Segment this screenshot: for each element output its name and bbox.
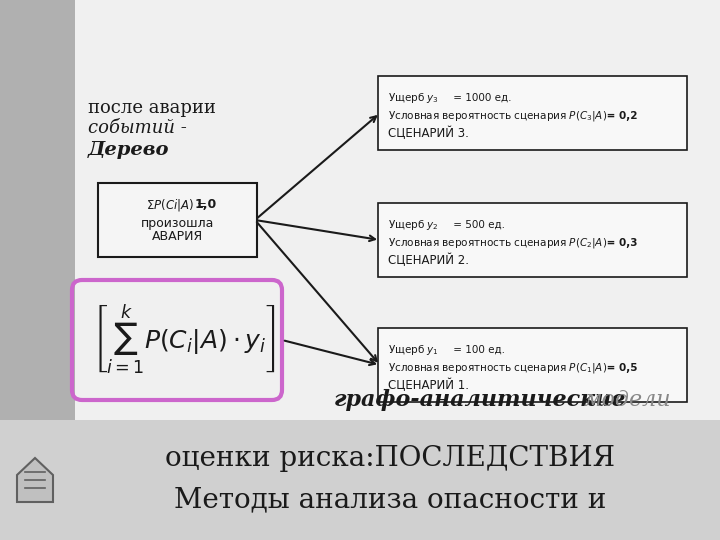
Text: = 0,2: = 0,2 [603, 111, 637, 121]
Text: 1,0: 1,0 [194, 199, 217, 212]
Text: Условная вероятность сценария $P(C_3|A)$: Условная вероятность сценария $P(C_3|A)$ [388, 109, 607, 123]
Text: Ущерб $y_2$: Ущерб $y_2$ [388, 218, 438, 232]
Text: Условная вероятность сценария $P(C_1|A)$: Условная вероятность сценария $P(C_1|A)$ [388, 361, 607, 375]
FancyBboxPatch shape [98, 183, 257, 257]
Text: событий -: событий - [88, 119, 187, 137]
Text: Дерево: Дерево [88, 141, 169, 159]
Text: СЦЕНАРИЙ 2.: СЦЕНАРИЙ 2. [388, 253, 469, 267]
Text: = 500 ед.: = 500 ед. [450, 220, 505, 230]
Text: СЦЕНАРИЙ 3.: СЦЕНАРИЙ 3. [388, 126, 469, 140]
Text: Ущерб $y_1$: Ущерб $y_1$ [388, 343, 439, 357]
Text: = 100 ед.: = 100 ед. [450, 345, 505, 355]
Text: модели: модели [584, 389, 672, 411]
FancyBboxPatch shape [378, 203, 687, 277]
Text: Ущерб $y_3$: Ущерб $y_3$ [388, 91, 439, 105]
Text: = 0,5: = 0,5 [603, 363, 637, 373]
Text: АВАРИЯ: АВАРИЯ [152, 231, 203, 244]
Text: $\Sigma P(Ci|A)$ =: $\Sigma P(Ci|A)$ = [146, 197, 209, 213]
Text: после аварии: после аварии [88, 99, 216, 117]
FancyBboxPatch shape [378, 76, 687, 150]
Polygon shape [17, 458, 53, 502]
FancyBboxPatch shape [75, 0, 720, 420]
Text: = 0,3: = 0,3 [603, 238, 637, 248]
FancyBboxPatch shape [378, 328, 687, 402]
Text: графо-аналитические: графо-аналитические [334, 389, 626, 411]
Text: Методы анализа опасности и: Методы анализа опасности и [174, 487, 606, 514]
FancyBboxPatch shape [0, 0, 75, 420]
Text: Условная вероятность сценария $P(C_2|A)$: Условная вероятность сценария $P(C_2|A)$ [388, 236, 607, 250]
Text: оценки риска:ПОСЛЕДСТВИЯ: оценки риска:ПОСЛЕДСТВИЯ [165, 444, 615, 471]
Text: СЦЕНАРИЙ 1.: СЦЕНАРИЙ 1. [388, 379, 469, 392]
Text: $\left[\sum_{i=1}^{k} P(C_i|A) \cdot y_i\right]$: $\left[\sum_{i=1}^{k} P(C_i|A) \cdot y_i… [92, 303, 275, 377]
Text: произошла: произошла [141, 217, 214, 230]
Text: = 1000 ед.: = 1000 ед. [450, 93, 511, 103]
FancyBboxPatch shape [0, 420, 720, 540]
